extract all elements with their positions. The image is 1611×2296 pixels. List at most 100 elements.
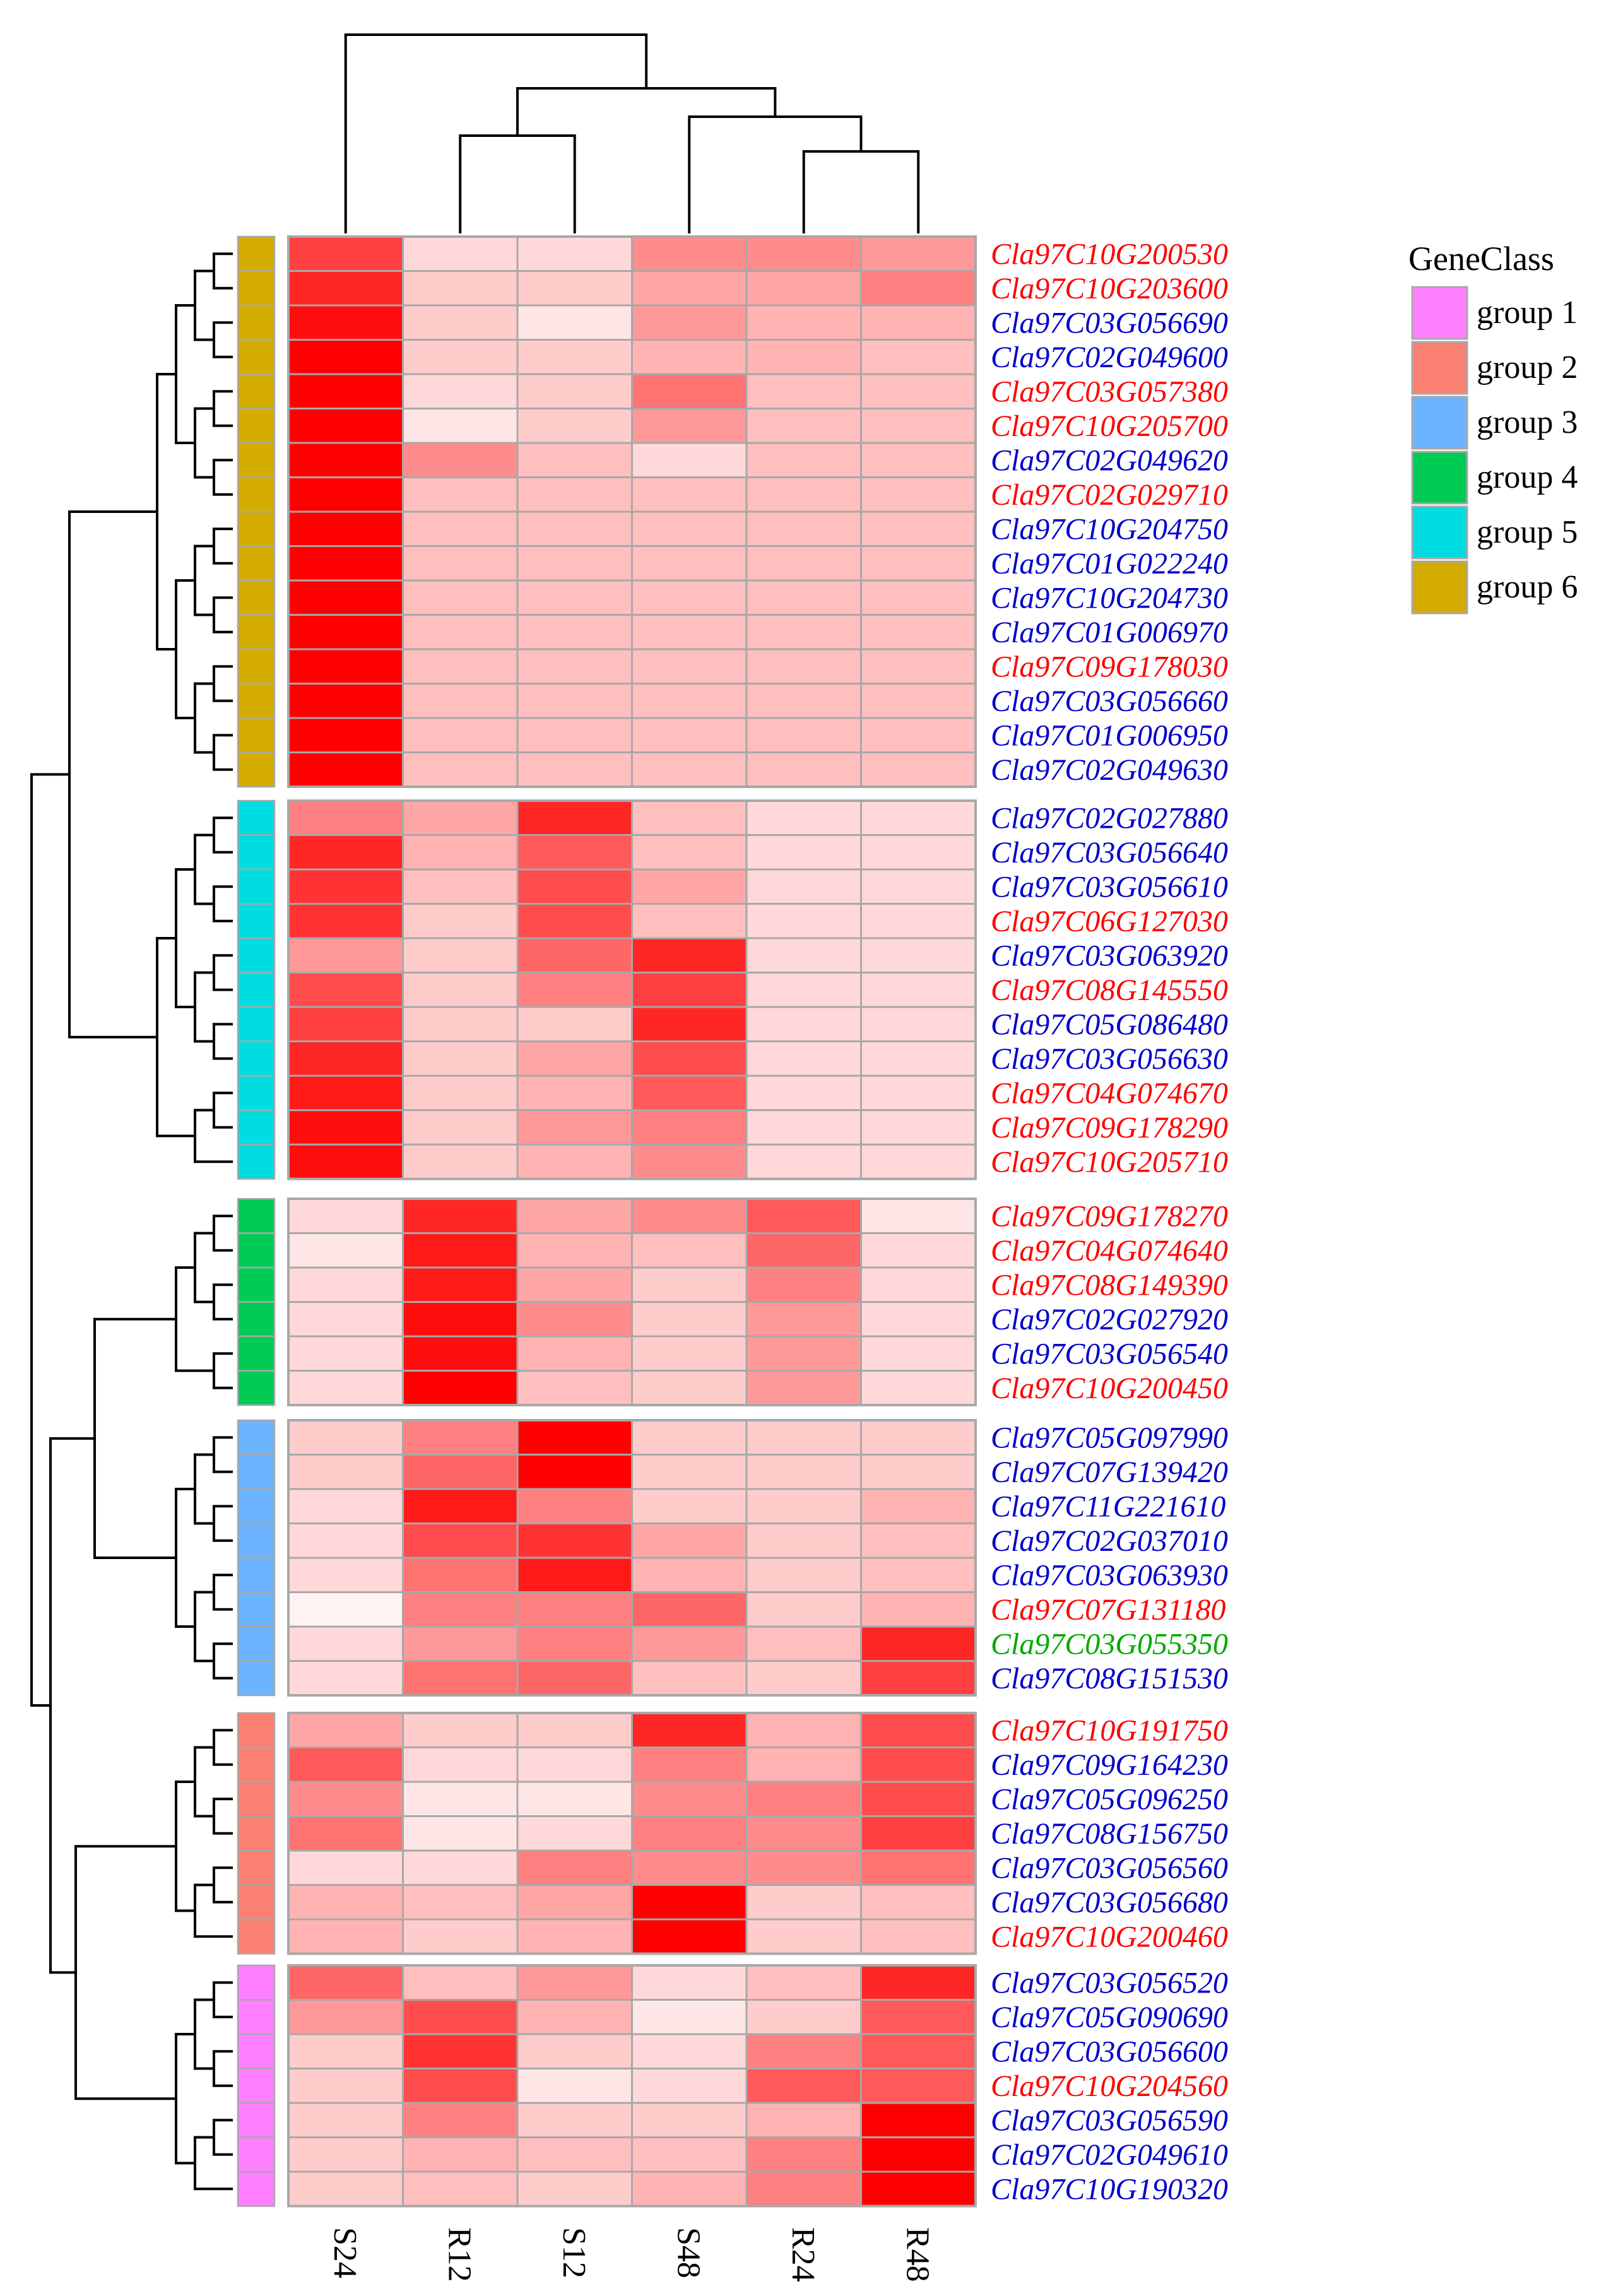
row-dendrogram-branch <box>194 545 214 616</box>
heatmap-cell <box>631 834 748 871</box>
gene-label: Cla97C05G097990 <box>991 1421 1228 1454</box>
column-dendrogram-branch <box>344 33 648 233</box>
row-dendrogram-branch <box>93 1317 176 1559</box>
heatmap-cell <box>860 1301 977 1338</box>
column-label: S48 <box>670 2227 706 2278</box>
heatmap-cell <box>402 1488 519 1524</box>
row-dendrogram-branch <box>213 321 233 358</box>
legend-label: group 3 <box>1477 404 1578 440</box>
row-dendrogram-branch <box>30 773 69 1707</box>
heatmap-cell <box>745 1746 862 1783</box>
gene-class-cell <box>237 408 276 444</box>
gene-label: Cla97C03G056630 <box>991 1042 1228 1076</box>
heatmap-cell <box>287 1370 404 1406</box>
heatmap-cell <box>631 1660 748 1697</box>
heatmap-cell <box>287 1712 404 1748</box>
heatmap-cell <box>402 972 519 1008</box>
row-dendrogram-branch <box>175 1488 195 1628</box>
legend-swatch <box>1411 286 1468 340</box>
heatmap-cell <box>631 1335 748 1372</box>
row-dendrogram-branch <box>213 1729 233 1766</box>
row-dendrogram-branch <box>175 579 195 719</box>
gene-class-cell <box>237 373 276 409</box>
legend-label: group 4 <box>1477 459 1578 495</box>
row-dendrogram-branch <box>194 971 214 1043</box>
heatmap-cell <box>860 614 977 651</box>
heatmap-cell <box>287 270 404 307</box>
column-dendrogram-branch <box>802 150 920 233</box>
heatmap-cell <box>402 1849 519 1886</box>
gene-class-cell <box>237 270 276 307</box>
gene-label: Cla97C02G027920 <box>991 1303 1228 1336</box>
heatmap-cell <box>402 510 519 547</box>
heatmap-cell <box>860 1591 977 1628</box>
heatmap-cell <box>402 476 519 513</box>
heatmap-cell <box>516 1301 633 1338</box>
row-dendrogram-branch <box>213 954 233 991</box>
block-frames <box>287 235 977 2208</box>
row-dendrogram-branch <box>213 1642 233 1680</box>
heatmap-cell <box>516 717 633 753</box>
heatmap-cell <box>402 1419 519 1456</box>
row-dendrogram-branch <box>213 2050 233 2087</box>
heatmap-cell <box>287 1964 404 2001</box>
legend-swatch <box>1411 396 1468 450</box>
gene-label: Cla97C02G027880 <box>991 801 1228 835</box>
heatmap-cell <box>516 1591 633 1628</box>
heatmap-cell <box>631 408 748 444</box>
heatmap-cell <box>516 1557 633 1593</box>
heatmap-cell <box>631 903 748 939</box>
legend-swatch <box>1411 560 1468 615</box>
gene-label: Cla97C03G056660 <box>991 685 1228 718</box>
heatmap-cell <box>631 1625 748 1662</box>
heatmap-cell <box>860 1918 977 1955</box>
row-dendrogram-branch <box>194 682 214 754</box>
legend-label: group 2 <box>1477 350 1578 386</box>
legend-label: group 6 <box>1477 569 1578 605</box>
heatmap-cell <box>516 1488 633 1524</box>
heatmap-cell <box>287 1232 404 1269</box>
heatmap-cell <box>516 1198 633 1234</box>
row-dendrogram-branch <box>175 1266 195 1372</box>
heatmap-cell <box>860 1198 977 1234</box>
heatmap-cell <box>631 1591 748 1628</box>
block-frame <box>287 235 977 788</box>
gene-class-cell <box>237 1040 276 1077</box>
heatmap-cell <box>745 235 862 272</box>
gene-label: Cla97C01G022240 <box>991 547 1228 580</box>
heatmap-cell <box>402 2102 519 2138</box>
heatmap-cell <box>287 1591 404 1628</box>
row-dendrogram-branch <box>175 1781 195 1912</box>
heatmap-cell <box>745 1522 862 1559</box>
heatmap-cell <box>631 1884 748 1921</box>
heatmap-cell <box>631 937 748 974</box>
heatmap-cell <box>516 373 633 409</box>
heatmap-cell <box>287 834 404 871</box>
heatmap-cell <box>402 868 519 905</box>
heatmap-cell <box>516 1918 633 1955</box>
heatmap-cell <box>516 2136 633 2173</box>
heatmap-cell <box>402 408 519 444</box>
heatmap-cell <box>287 510 404 547</box>
heatmap-cell <box>516 510 633 547</box>
heatmap-cell <box>287 1335 404 1372</box>
heatmap-cell <box>402 1999 519 2035</box>
heatmap-cell <box>287 408 404 444</box>
gene-class-cell <box>237 1370 276 1406</box>
heatmap-cell <box>745 339 862 375</box>
row-dendrogram-branch <box>194 1883 214 1938</box>
heatmap-cell <box>860 972 977 1008</box>
column-labels: S24 R12 S12 S48 R24 R48 <box>327 2227 936 2282</box>
heatmap-cell <box>402 799 519 836</box>
heatmap-cell <box>402 1884 519 1921</box>
heatmap-cell <box>631 476 748 513</box>
gene-label: Cla97C02G049610 <box>991 2138 1228 2172</box>
heatmap-cell <box>516 648 633 685</box>
heatmap-cell <box>287 1781 404 1817</box>
heatmap-cell <box>631 1999 748 2035</box>
heatmap-cell <box>745 1232 862 1269</box>
heatmap-cell <box>860 2102 977 2138</box>
heatmap-cell <box>516 799 633 836</box>
heatmap-cell <box>516 1884 633 1921</box>
gene-label: Cla97C02G049630 <box>991 753 1228 787</box>
